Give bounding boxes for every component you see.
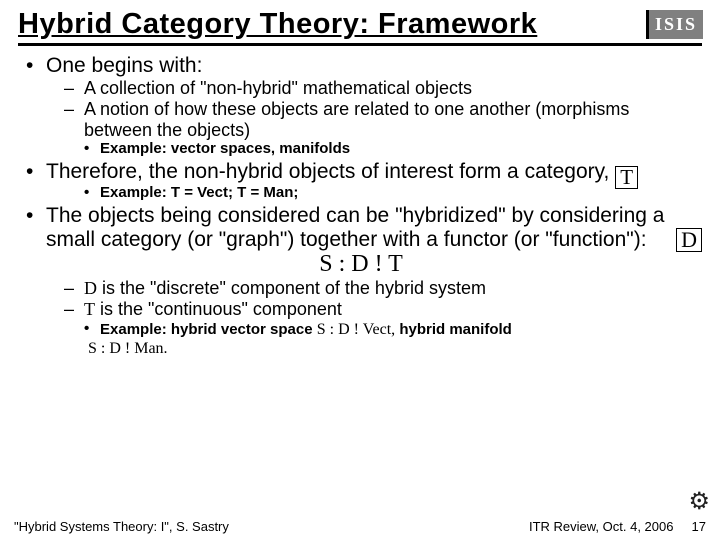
b2-lead: Therefore, the non-hybrid objects of int… [46, 160, 615, 183]
b3-ex-d: S : D ! Man. [88, 340, 168, 357]
b3-sub2-sym: T [84, 299, 95, 319]
b3-ex-b: S : D ! Vect, [317, 321, 395, 338]
bullet-2: Therefore, the non-hybrid objects of int… [46, 160, 702, 202]
logo: ISIS [646, 9, 702, 41]
b3-ex-c: hybrid manifold [399, 321, 512, 338]
slide-title: Hybrid Category Theory: Framework [18, 8, 537, 41]
footer: "Hybrid Systems Theory: I", S. Sastry IT… [0, 519, 720, 534]
category-D-box: D [676, 228, 702, 252]
footer-right: ITR Review, Oct. 4, 2006 [529, 519, 674, 534]
page-number: 17 [692, 519, 706, 534]
b1-lead: One begins with: [46, 54, 202, 77]
b1-sub2: A notion of how these objects are relate… [84, 99, 702, 140]
b3-lead: The objects being considered can be "hyb… [46, 204, 664, 251]
b3-sub2-txt: is the "continuous" component [95, 299, 342, 319]
b3-sub2: T is the "continuous" component [84, 299, 702, 320]
logo-text: ISIS [646, 10, 703, 39]
footer-left: "Hybrid Systems Theory: I", S. Sastry [14, 519, 229, 534]
b3-sub1: D is the "discrete" component of the hyb… [84, 278, 702, 299]
bullet-1: One begins with: A collection of "non-hy… [46, 54, 702, 158]
b3-sub1-txt: is the "discrete" component of the hybri… [97, 278, 486, 298]
b1-example: Example: vector spaces, manifolds [100, 140, 702, 158]
b2-example: Example: T = Vect; T = Man; [100, 184, 702, 202]
b3-example: Example: hybrid vector space S : D ! Vec… [100, 320, 702, 358]
bullet-3: The objects being considered can be "hyb… [46, 204, 702, 358]
title-divider [18, 43, 702, 46]
gear-icon: ⚙ [688, 487, 710, 516]
b1-sub1: A collection of "non-hybrid" mathematica… [84, 78, 702, 99]
functor-definition: S : D ! T [46, 251, 702, 279]
b3-sub1-sym: D [84, 278, 97, 298]
b3-ex-a: Example: hybrid vector space [100, 321, 313, 338]
